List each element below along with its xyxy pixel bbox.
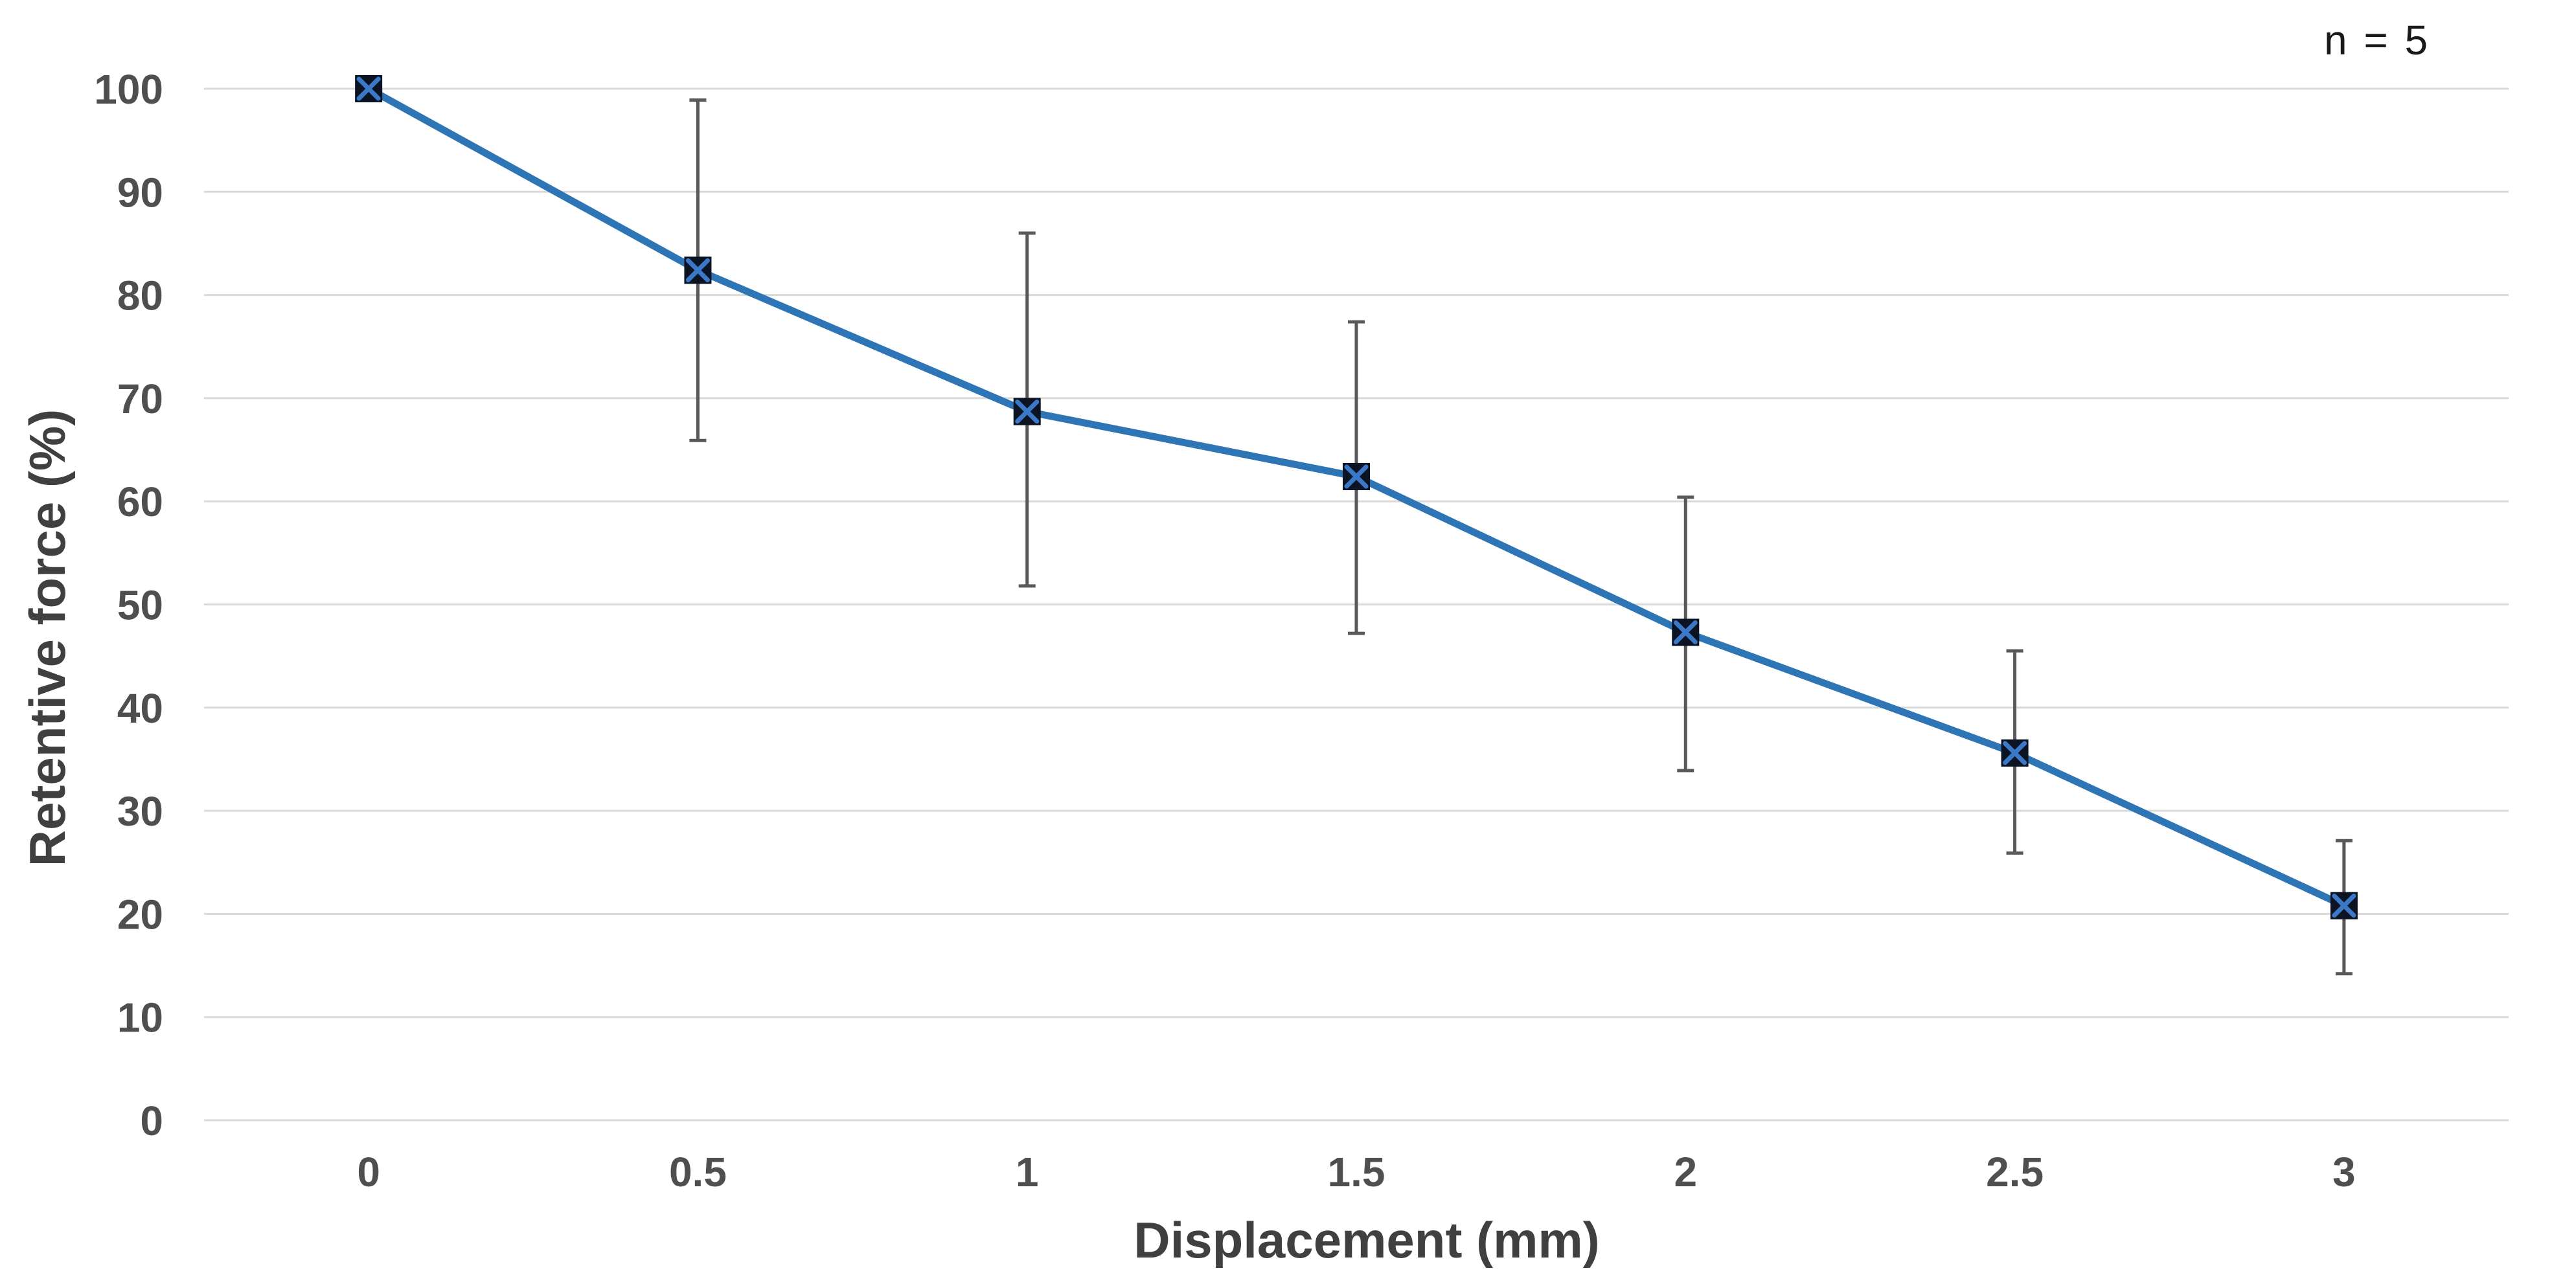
y-tick-label: 70 bbox=[117, 376, 163, 422]
y-tick-label: 100 bbox=[94, 66, 163, 113]
y-tick-label: 50 bbox=[117, 582, 163, 629]
x-tick-labels: 0 0.5 1 1.5 2 2.5 3 bbox=[357, 1149, 2355, 1195]
x-tick-label: 0 bbox=[357, 1149, 380, 1195]
x-axis-title: Displacement (mm) bbox=[1134, 1212, 1600, 1269]
x-tick-label: 2 bbox=[1674, 1149, 1697, 1195]
y-tick-label: 40 bbox=[117, 685, 163, 732]
y-tick-label: 10 bbox=[117, 995, 163, 1041]
y-tick-label: 30 bbox=[117, 788, 163, 835]
sample-size-annotation: n = 5 bbox=[2324, 17, 2430, 63]
error-bars bbox=[689, 98, 2353, 976]
x-tick-label: 3 bbox=[2332, 1149, 2356, 1195]
y-tick-label: 0 bbox=[140, 1098, 163, 1144]
x-tick-label: 1.5 bbox=[1328, 1149, 1385, 1195]
x-tick-label: 0.5 bbox=[669, 1149, 727, 1195]
x-tick-label: 2.5 bbox=[1986, 1149, 2044, 1195]
markers bbox=[355, 75, 2358, 919]
marker-x-stroke bbox=[356, 76, 381, 101]
y-tick-labels: 0 10 20 30 40 50 60 70 80 90 100 bbox=[94, 66, 163, 1144]
marker-x-stroke bbox=[2332, 894, 2356, 918]
marker-x-stroke bbox=[1673, 620, 1698, 645]
y-tick-label: 80 bbox=[117, 273, 163, 319]
marker-x-stroke bbox=[1015, 400, 1040, 424]
y-tick-label: 20 bbox=[117, 891, 163, 938]
y-tick-label: 90 bbox=[117, 169, 163, 216]
marker-x-stroke bbox=[685, 258, 710, 282]
y-axis-title: Retentive force (%) bbox=[19, 409, 76, 867]
marker-x-stroke bbox=[2003, 741, 2027, 765]
x-tick-label: 1 bbox=[1016, 1149, 1039, 1195]
marker-x-stroke bbox=[1344, 464, 1369, 489]
y-tick-label: 60 bbox=[117, 479, 163, 525]
